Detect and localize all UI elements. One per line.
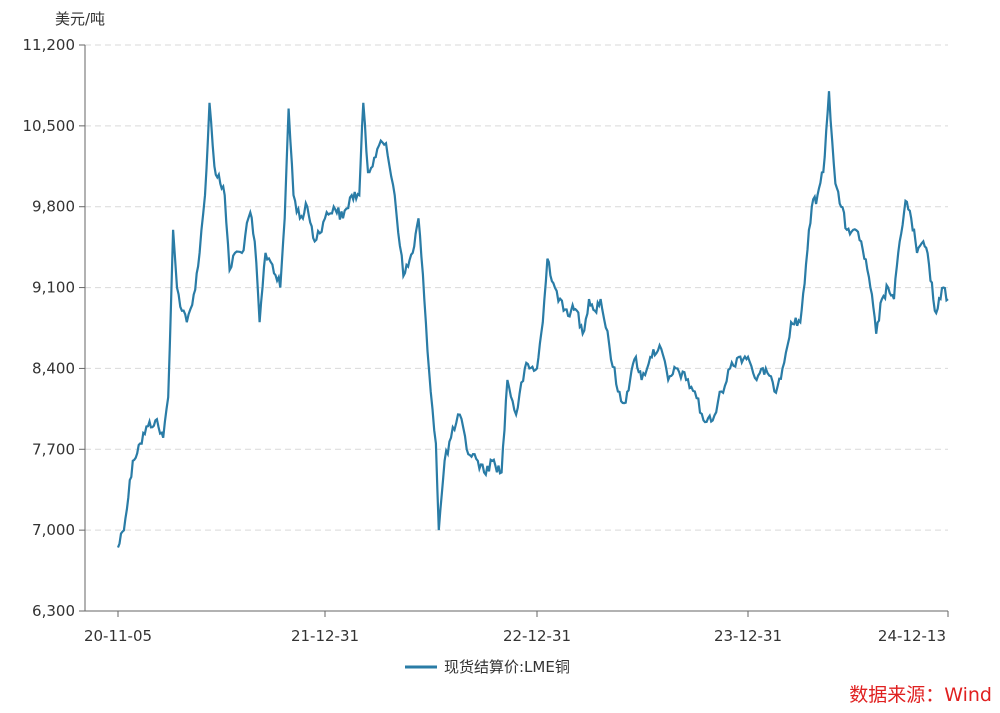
x-tick-label: 21-12-31 (291, 627, 359, 645)
series-line-lme-copper (116, 91, 949, 548)
x-tick-label: 23-12-31 (714, 627, 782, 645)
y-axis-unit: 美元/吨 (55, 10, 105, 28)
y-tick-label: 10,500 (23, 117, 76, 135)
x-tick-label: 24-12-13 (878, 627, 946, 645)
y-tick-label: 7,700 (32, 440, 75, 458)
y-tick-label: 9,100 (32, 279, 75, 297)
source-note: 数据来源：Wind (849, 684, 992, 706)
legend-label: 现货结算价:LME铜 (444, 658, 570, 676)
x-tick-label: 22-12-31 (503, 627, 571, 645)
y-tick-label: 6,300 (32, 602, 75, 620)
y-tick-label: 9,800 (32, 198, 75, 216)
axes (84, 45, 948, 612)
y-tick-label: 11,200 (23, 36, 76, 54)
y-tick-label: 7,000 (32, 521, 75, 539)
y-axis-ticks: 6,300 7,000 7,700 8,400 9,100 9,800 10,500 11,2… (23, 36, 85, 620)
legend[interactable]: 现货结算价:LME铜 (405, 658, 570, 676)
x-axis-ticks: 20-11-05 21-12-31 22-12-31 23-12-31 24-12-13 (84, 611, 949, 645)
grid-lines (85, 44, 948, 531)
x-tick-label: 20-11-05 (84, 627, 152, 645)
y-tick-label: 8,400 (32, 359, 75, 377)
